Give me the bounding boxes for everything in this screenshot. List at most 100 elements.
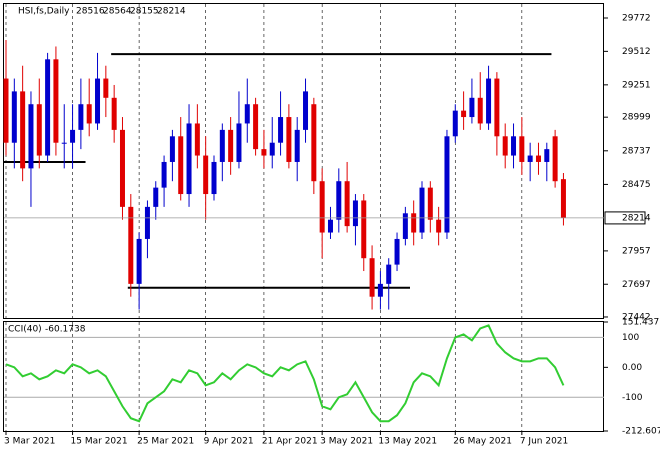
candle-body <box>28 104 34 169</box>
candle-body <box>527 155 533 162</box>
cci-tick-label: -212.607 <box>622 427 660 437</box>
candle-body <box>461 110 467 118</box>
candle-body <box>411 213 417 233</box>
candle-body <box>153 187 159 207</box>
x-tick-label: 13 May 2021 <box>378 437 437 447</box>
candle-body <box>477 97 483 124</box>
x-tick-label: 3 Mar 2021 <box>4 437 55 447</box>
candle-body <box>136 238 142 284</box>
candle-body <box>169 136 175 162</box>
candle-body <box>261 149 267 156</box>
candle-body <box>3 78 9 143</box>
candle-body <box>552 136 558 182</box>
candle-body <box>95 78 101 124</box>
candle-body <box>36 104 42 156</box>
y-tick-label: 29251 <box>622 80 651 90</box>
candle-body <box>111 97 117 130</box>
candle-body <box>319 181 325 233</box>
candle-body <box>278 117 284 143</box>
candle-body <box>20 91 26 169</box>
cci-name: CCI(40) <box>8 325 42 335</box>
candle-body <box>327 219 333 233</box>
candle-body <box>186 123 192 195</box>
candle-body <box>436 219 442 233</box>
candle-body <box>560 179 566 218</box>
candle-body <box>419 187 425 233</box>
candle-body <box>361 200 367 259</box>
candle-body <box>294 129 300 162</box>
candle-body <box>128 206 134 284</box>
candle-body <box>178 136 184 195</box>
candle-body <box>402 213 408 239</box>
candle-body <box>61 142 67 144</box>
low-value: 28155 <box>130 7 159 17</box>
candle-body <box>303 91 309 130</box>
high-value: 28564 <box>103 7 132 17</box>
candle-body <box>161 161 167 188</box>
candle-body <box>494 78 500 137</box>
y-tick-label: 28737 <box>622 146 651 156</box>
candle-body <box>336 181 342 220</box>
candle-body <box>344 181 350 227</box>
candle-body <box>377 283 383 297</box>
candle-body <box>502 136 508 156</box>
cci-panel <box>3 321 604 432</box>
y-tick-label: 29772 <box>622 13 651 23</box>
y-tick-label: 28999 <box>622 113 651 123</box>
candle-body <box>469 97 475 118</box>
candle-body <box>144 206 150 239</box>
candle-body <box>244 104 250 124</box>
candle-body <box>427 187 433 220</box>
candle-body <box>535 155 541 162</box>
cci-tick-label: 100 <box>622 333 639 343</box>
x-tick-label: 15 Mar 2021 <box>71 437 128 447</box>
x-tick-label: 9 Apr 2021 <box>204 437 254 447</box>
candle-body <box>11 91 17 143</box>
x-tick-label: 7 Jun 2021 <box>520 437 568 447</box>
candle-body <box>486 78 492 124</box>
x-tick-label: 21 Apr 2021 <box>262 437 318 447</box>
candle-body <box>45 59 51 156</box>
candle-body <box>70 129 76 143</box>
close-value: 28214 <box>157 7 186 17</box>
current-price-label: 28214 <box>622 213 651 223</box>
candle-body <box>511 136 517 156</box>
candle-body <box>53 59 59 143</box>
symbol: HSI,fs,Daily <box>18 7 70 17</box>
candle-body <box>286 117 292 162</box>
cci-tick-label: 0.00 <box>622 363 642 373</box>
x-tick-label: 3 May 2021 <box>320 437 373 447</box>
candle-body <box>544 149 550 162</box>
candle-body <box>386 264 392 284</box>
candle-body <box>194 123 200 156</box>
cci-tick-label: 151.4377 <box>622 318 660 328</box>
candle-body <box>228 129 234 162</box>
candle-body <box>369 258 375 297</box>
x-tick-label: 25 Mar 2021 <box>137 437 194 447</box>
candle-body <box>444 136 450 233</box>
candle-body <box>253 104 259 150</box>
candle-body <box>452 110 458 137</box>
candle-body <box>119 129 125 207</box>
candle-body <box>86 104 92 124</box>
candle-body <box>352 200 358 227</box>
y-tick-label: 29512 <box>622 47 651 57</box>
current-price-box <box>604 211 646 225</box>
cci-line <box>5 324 565 423</box>
candle-body <box>103 78 109 98</box>
candle-body <box>219 129 225 162</box>
candle-body <box>519 136 525 162</box>
y-tick-label: 27697 <box>622 280 651 290</box>
candle-body <box>269 142 275 156</box>
y-tick-label: 27957 <box>622 246 651 256</box>
candle-body <box>78 104 84 130</box>
open-value: 28516 <box>76 7 105 17</box>
x-tick-label: 26 May 2021 <box>453 437 512 447</box>
candle-body <box>211 161 217 195</box>
y-tick-label: 27442 <box>622 312 651 322</box>
candle-body <box>394 238 400 265</box>
cci-value: -60.1738 <box>45 325 86 335</box>
candle-body <box>203 155 209 195</box>
candle-body <box>236 123 242 162</box>
